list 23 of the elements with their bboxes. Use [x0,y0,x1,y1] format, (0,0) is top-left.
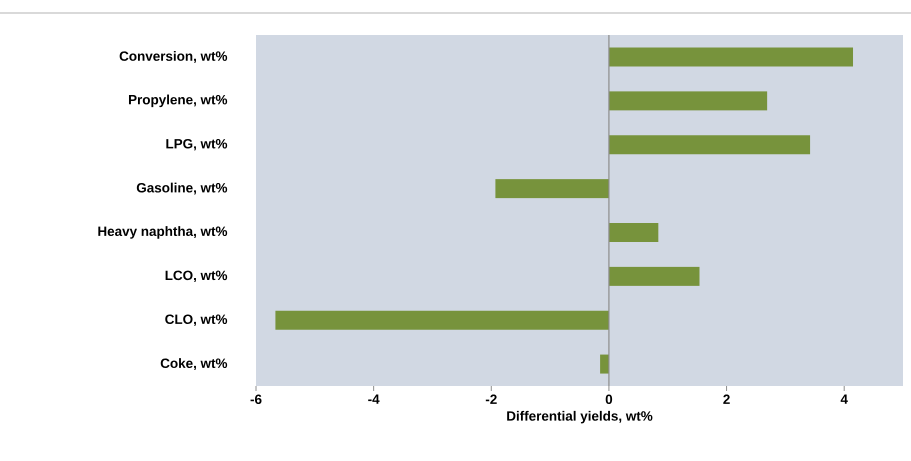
bar [275,310,609,330]
bar [495,179,609,198]
bar [608,222,658,242]
x-tick-label: -6 [250,394,262,404]
bar [608,91,768,110]
y-tick-label: LCO, wt% [166,270,228,282]
x-tick-label: 4 [840,394,848,404]
bar [600,354,609,374]
y-tick-label: Coke, wt% [160,358,228,370]
bar [608,135,810,154]
y-tick-label: CLO, wt% [165,314,228,326]
x-axis-title: Differential yields, wt% [507,410,652,424]
bar [608,47,854,66]
y-tick-label: Conversion, wt% [120,51,228,63]
y-tick-label: Gasoline, wt% [136,182,228,194]
bar [608,266,700,286]
y-tick-label: Propylene, wt% [128,94,228,108]
x-tick-label: -2 [486,394,497,404]
x-tick-label: -4 [368,394,380,404]
y-tick-label: LPG, wt% [166,138,228,150]
y-tick-label: Heavy naphtha, wt% [98,226,228,239]
x-tick-label: 2 [723,394,730,404]
x-tick-label: 0 [606,394,612,404]
